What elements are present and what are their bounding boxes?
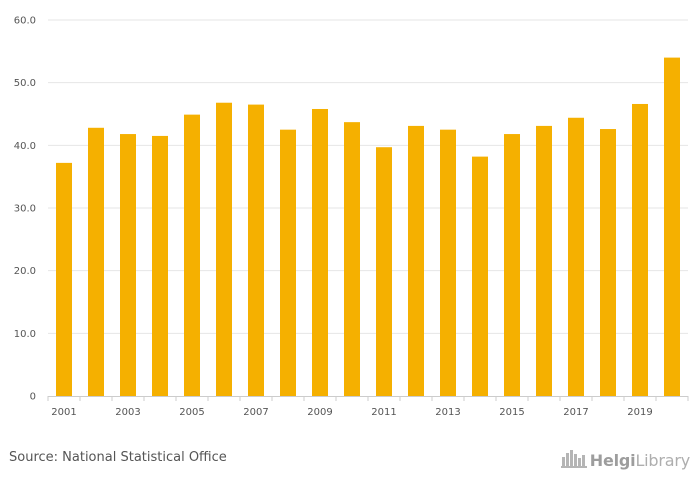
logo-text: HelgiLibrary	[589, 450, 690, 470]
y-tick-label: 60.0	[14, 16, 36, 27]
bar-2003[interactable]	[120, 134, 136, 396]
bars	[56, 57, 680, 397]
x-tick-label: 2017	[563, 407, 588, 418]
bar-2020[interactable]	[664, 57, 680, 396]
y-tick-label: 10.0	[14, 329, 36, 340]
bar-2009[interactable]	[312, 108, 328, 396]
bar-2001[interactable]	[56, 162, 72, 396]
x-tick-label: 2001	[51, 407, 76, 418]
y-tick-label: 50.0	[14, 78, 36, 89]
gridlines	[48, 19, 688, 334]
bar-2013[interactable]	[440, 129, 456, 396]
x-tick-label: 2009	[307, 407, 332, 418]
x-tick-label: 2005	[179, 407, 204, 418]
bar-2012[interactable]	[408, 125, 424, 396]
bar-2002[interactable]	[88, 127, 104, 396]
x-tick-label: 2011	[371, 407, 396, 418]
x-tick-label: 2019	[627, 407, 652, 418]
x-axis: 2001 2003 2005 2007 2009 2011 2013 2015 2017 2019	[47, 396, 689, 418]
bar-2014[interactable]	[472, 156, 488, 396]
helgi-library-logo[interactable]: HelgiLibrary	[560, 448, 690, 472]
y-tick-label: 0	[30, 392, 36, 403]
x-tick-label: 2007	[243, 407, 268, 418]
y-axis: 0 10.0 20.0 30.0 40.0 50.0 60.0	[14, 16, 36, 403]
bar-2017[interactable]	[568, 117, 584, 396]
y-tick-label: 30.0	[14, 204, 36, 215]
y-tick-label: 20.0	[14, 266, 36, 277]
x-tick-label: 2003	[115, 407, 140, 418]
bar-2019[interactable]	[632, 103, 648, 397]
bar-2010[interactable]	[344, 122, 360, 396]
bar-2011[interactable]	[376, 147, 392, 396]
bar-2004[interactable]	[152, 135, 168, 396]
bar-2005[interactable]	[184, 114, 200, 397]
city-skyline-icon	[560, 448, 587, 472]
bar-2006[interactable]	[216, 102, 232, 396]
bar-2008[interactable]	[280, 129, 296, 396]
bar-2007[interactable]	[248, 104, 264, 396]
x-tick-label: 2013	[435, 407, 460, 418]
bar-2015[interactable]	[504, 134, 520, 396]
source-note: Source: National Statistical Office	[9, 450, 227, 465]
y-tick-label: 40.0	[14, 141, 36, 152]
x-tick-label: 2015	[499, 407, 524, 418]
bar-2018[interactable]	[600, 129, 616, 397]
bar-chart: 010.020.030.040.050.060.0 2001 2003 2005 20…	[14, 16, 689, 418]
bar-2016[interactable]	[536, 125, 552, 396]
